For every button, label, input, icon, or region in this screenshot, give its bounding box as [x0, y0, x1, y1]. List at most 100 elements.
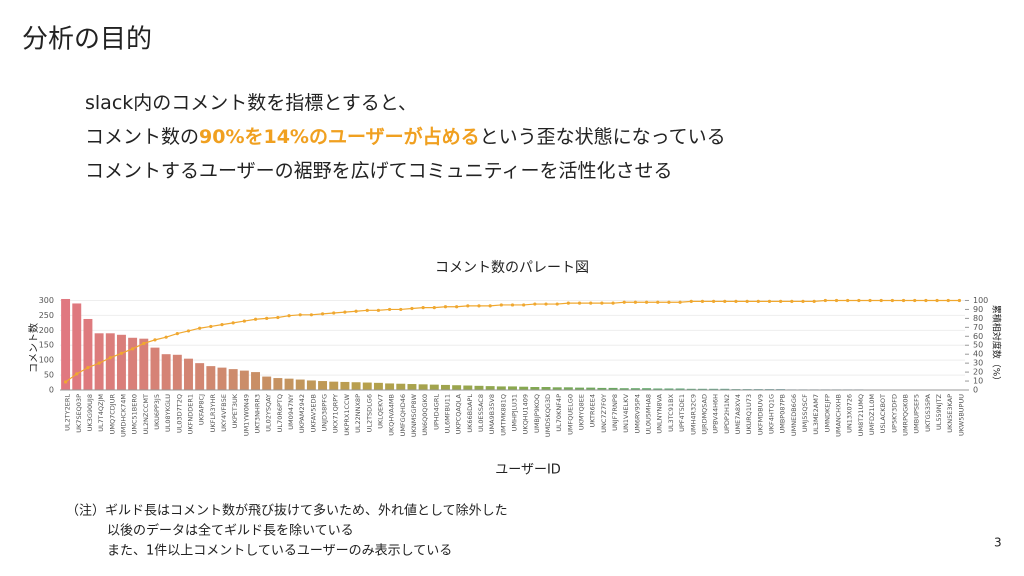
- x-tick-label: UJRDMQSAD: [700, 394, 708, 435]
- x-tick-label: UNJF7RNP8: [611, 394, 619, 431]
- x-tick-label: UKURQ1U73: [745, 394, 753, 434]
- bar: [519, 386, 529, 390]
- x-tick-label: UME7A8XV4: [734, 394, 742, 434]
- x-tick-label: UMNEDB6G6: [790, 394, 798, 436]
- cumulative-point: [834, 298, 839, 303]
- y2-tick-label: 70: [973, 323, 983, 332]
- bar: [61, 298, 71, 390]
- bar: [597, 387, 607, 390]
- bar: [195, 363, 205, 390]
- x-tick-label: UL2TY2ERL: [64, 394, 72, 431]
- cumulative-point: [644, 300, 649, 304]
- x-tick-label: UKU6PP3J5: [153, 394, 161, 430]
- x-tick-label: UMBP087PB: [779, 394, 787, 434]
- x-tick-label: UKF4HTQ1G: [767, 394, 775, 434]
- cumulative-point: [533, 302, 537, 306]
- bar: [262, 376, 272, 390]
- x-tick-label: UK3G90UJ8: [86, 394, 94, 431]
- cumulative-point: [86, 366, 90, 370]
- cumulative-point: [443, 305, 448, 309]
- bar: [608, 387, 618, 390]
- bar: [586, 387, 596, 390]
- y2-tick-label: 10: [973, 377, 983, 386]
- bar: [630, 388, 640, 390]
- x-tick-label: UMRPQGK0B: [902, 394, 910, 436]
- cumulative-point: [287, 314, 291, 318]
- x-tick-label: UMH4R32C9: [689, 394, 697, 435]
- x-tick-label: UL3ME2AM7: [812, 394, 820, 435]
- x-tick-label: UNJD38PFG: [321, 394, 329, 432]
- bar: [217, 367, 227, 390]
- x-tick-label: UL2NZCCMT: [142, 394, 150, 435]
- cumulative-point: [779, 299, 783, 303]
- y-tick-label: 300: [39, 296, 54, 305]
- cumulative-point: [309, 313, 313, 317]
- bar: [184, 358, 193, 390]
- bar: [306, 380, 316, 390]
- y-axis-label: コメント数: [27, 323, 40, 373]
- x-tick-label: UL6MFBU11: [443, 394, 451, 433]
- bar: [541, 387, 551, 390]
- bar: [128, 337, 138, 390]
- cumulative-point: [723, 299, 727, 303]
- bar: [362, 382, 372, 390]
- x-tick-label: UL2TSDLG6: [365, 394, 373, 432]
- x-tick-label: UL0ESSAC8: [477, 394, 485, 432]
- bar: [664, 388, 674, 390]
- x-tick-label: UPF4T5DE1: [678, 394, 686, 432]
- y-tick-label: 0: [49, 386, 54, 395]
- bar: [284, 378, 294, 390]
- x-tick-label: UMQ7CDJUR: [108, 394, 116, 435]
- cumulative-point: [924, 298, 928, 303]
- x-tick-label: UKTGS35PA: [924, 393, 932, 431]
- cumulative-point: [622, 300, 626, 304]
- cumulative-point: [142, 341, 146, 346]
- bar: [351, 382, 361, 390]
- bullet-text: という歪な状態になっている: [480, 126, 726, 148]
- cumulative-point: [656, 300, 660, 304]
- bar: [385, 383, 395, 390]
- bar: [396, 383, 406, 390]
- bar: [407, 384, 417, 390]
- bar: [172, 354, 182, 390]
- cumulative-point: [421, 306, 425, 310]
- cumulative-point: [522, 303, 526, 307]
- x-tick-label: UPDP2H1N2: [723, 394, 731, 434]
- cumulative-point: [790, 299, 794, 303]
- cumulative-point: [700, 299, 705, 303]
- x-tick-label: UL7T4QZJM: [97, 394, 105, 432]
- x-tick-label: UM0947NY: [287, 394, 295, 430]
- page-number: 3: [994, 536, 1002, 550]
- bullet: slack内のコメント数を指標とすると、: [85, 92, 417, 114]
- cumulative-point: [957, 298, 962, 303]
- cumulative-point: [365, 308, 369, 312]
- x-tick-label: UMJ5SQSCF: [801, 394, 809, 432]
- bar: [709, 388, 719, 390]
- x-tick-label: UKNMSGP8W: [410, 393, 418, 437]
- x-tick-label: UNC7Z7F0Y: [600, 394, 608, 433]
- x-tick-label: UN1V4ELKV: [622, 393, 630, 432]
- y-tick-label: 100: [39, 356, 54, 365]
- cumulative-point: [823, 298, 827, 303]
- bar: [239, 370, 249, 390]
- cumulative-point: [175, 332, 179, 336]
- cumulative-point: [97, 361, 101, 365]
- cumulative-point: [343, 310, 347, 314]
- cumulative-point: [265, 316, 269, 320]
- cumulative-point: [767, 299, 772, 303]
- x-tick-label: UL559NJTZ: [935, 393, 943, 430]
- bar: [452, 385, 462, 390]
- cumulative-point: [198, 326, 202, 330]
- x-tick-label: UM6RV95P4: [633, 394, 641, 433]
- x-tick-label: UKTR6EE4: [589, 394, 597, 428]
- bar: [653, 388, 663, 390]
- x-tick-label: UL02YSQAY: [265, 394, 273, 432]
- cumulative-point: [298, 313, 302, 317]
- x-tick-label: UKFMDBUV9: [756, 394, 764, 435]
- y-tick-label: 250: [39, 311, 54, 320]
- x-tick-label: UKW5BUPUU: [957, 394, 965, 436]
- cumulative-point: [577, 301, 582, 305]
- y2-tick-label: 60: [973, 332, 983, 341]
- bar: [474, 385, 484, 390]
- cumulative-point: [466, 304, 470, 308]
